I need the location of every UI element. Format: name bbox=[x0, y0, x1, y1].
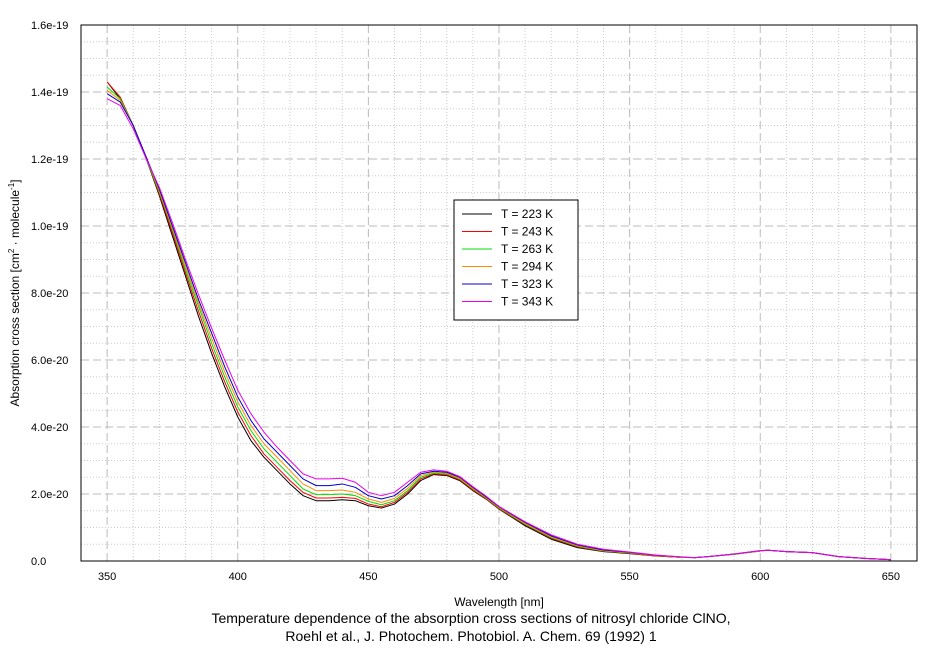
y-tick-label: 1.0e-19 bbox=[31, 221, 68, 233]
legend-label: T = 223 K bbox=[501, 207, 553, 221]
series-line-6 bbox=[106, 98, 891, 561]
y-tick-label: 1.2e-19 bbox=[31, 154, 68, 166]
y-axis-title-end: ] bbox=[8, 179, 22, 182]
y-tick-label: 0.0 bbox=[31, 556, 46, 568]
y-tick-label: 4.0e-20 bbox=[31, 422, 68, 434]
x-tick-label: 500 bbox=[490, 571, 508, 583]
x-tick-label: 600 bbox=[751, 571, 769, 583]
y-tick-label: 6.0e-20 bbox=[31, 355, 68, 367]
caption-line-1: Temperature dependence of the absorption… bbox=[211, 610, 731, 626]
axis-ticks: 350 400 450 500 550 600 650 0.0 2.0e-20 4.0e-20 6.… bbox=[31, 20, 900, 583]
x-tick-label: 350 bbox=[98, 571, 116, 583]
caption-line-2: Roehl et al., J. Photochem. Photobiol. A… bbox=[285, 628, 657, 644]
legend-label: T = 343 K bbox=[501, 295, 553, 309]
legend-label: T = 243 K bbox=[501, 225, 553, 239]
legend-label: T = 323 K bbox=[501, 277, 553, 291]
series-lines bbox=[106, 81, 891, 561]
plot-area-frame bbox=[80, 24, 918, 562]
y-tick-label: 1.4e-19 bbox=[31, 87, 68, 99]
x-tick-label: 650 bbox=[882, 571, 900, 583]
y-axis-title-sup2: -1 bbox=[7, 182, 16, 190]
y-axis-title-main: Absorption cross section [cm bbox=[8, 253, 22, 406]
x-tick-label: 450 bbox=[359, 571, 377, 583]
y-axis-title-mid: · molecule bbox=[8, 190, 22, 249]
x-tick-label: 400 bbox=[229, 571, 247, 583]
legend: T = 223 K T = 243 K T = 263 K T = 294 K T = … bbox=[453, 199, 579, 321]
y-axis-title-sup1: 2 bbox=[7, 248, 16, 253]
legend-box bbox=[453, 199, 579, 321]
y-tick-label: 2.0e-20 bbox=[31, 489, 68, 501]
x-tick-label: 550 bbox=[620, 571, 638, 583]
legend-label: T = 263 K bbox=[501, 242, 553, 256]
y-tick-label: 1.6e-19 bbox=[31, 20, 68, 32]
y-axis-title: Absorption cross section [cm2 · molecule… bbox=[7, 179, 22, 406]
legend-label: T = 294 K bbox=[501, 260, 553, 274]
x-axis-title: Wavelength [nm] bbox=[454, 595, 544, 609]
y-tick-label: 8.0e-20 bbox=[31, 288, 68, 300]
